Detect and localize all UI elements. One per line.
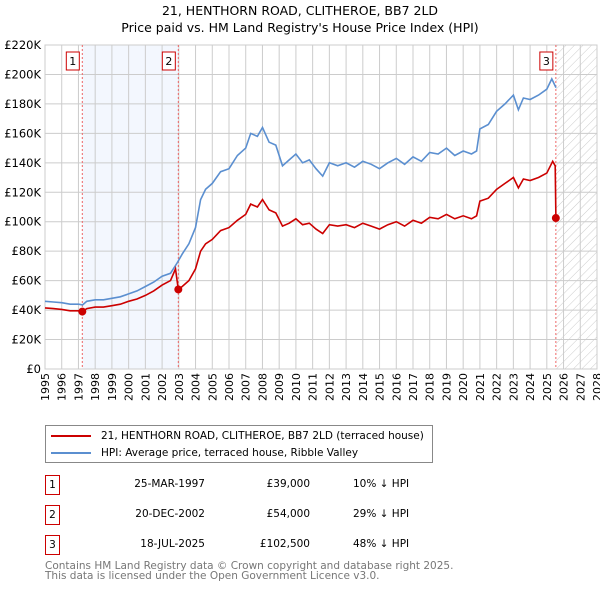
- legend: 21, HENTHORN ROAD, CLITHEROE, BB7 2LD (t…: [45, 425, 433, 463]
- x-tick-label: 2012: [323, 373, 336, 401]
- footer: Contains HM Land Registry data © Crown c…: [45, 560, 454, 582]
- y-tick-label: £200K: [4, 67, 41, 81]
- legend-swatch-red: [51, 435, 91, 437]
- x-tick-label: 2005: [206, 373, 219, 401]
- sale-marker: [551, 214, 560, 223]
- x-tick-label: 1998: [89, 373, 102, 401]
- sale-price: £54,000: [266, 508, 310, 520]
- x-tick-label: 2013: [340, 373, 353, 401]
- sale-marker: [174, 285, 183, 294]
- sale-date: 25-MAR-1997: [134, 478, 205, 490]
- sale-label-box: [161, 51, 176, 71]
- future-hatch: [555, 45, 597, 369]
- sale-hpi: 29% ↓ HPI: [353, 508, 410, 520]
- table-row: 1 25-MAR-1997 £39,000 10% ↓ HPI: [45, 475, 465, 495]
- sale-label: 3: [543, 55, 550, 68]
- x-tick-label: 2011: [307, 373, 320, 401]
- x-tick-label: 2014: [357, 373, 370, 401]
- x-tick-label: 2003: [173, 373, 186, 401]
- sale-price: £39,000: [266, 478, 310, 490]
- y-tick-label: £80K: [12, 244, 42, 258]
- x-tick-label: 2015: [374, 373, 387, 401]
- x-tick-label: 1996: [56, 373, 69, 401]
- x-tick-label: 1995: [39, 373, 52, 401]
- footer-line: Contains HM Land Registry data © Crown c…: [45, 560, 454, 572]
- sale-marker: [78, 307, 87, 316]
- x-tick-label: 2026: [558, 373, 571, 401]
- x-tick-label: 2021: [474, 373, 487, 401]
- x-tick-label: 2008: [256, 373, 269, 401]
- y-tick-label: £100K: [4, 215, 41, 229]
- sale-number: 2: [45, 505, 60, 525]
- y-tick-label: £160K: [4, 126, 41, 140]
- footer-line: This data is licensed under the Open Gov…: [45, 570, 380, 582]
- sale-date: 20-DEC-2002: [135, 508, 205, 520]
- x-tick-label: 2017: [407, 373, 420, 401]
- y-tick-label: £140K: [4, 156, 41, 170]
- x-tick-label: 2001: [139, 373, 152, 401]
- y-tick-label: £120K: [4, 185, 41, 199]
- x-tick-label: 2019: [440, 373, 453, 401]
- sale-number: 3: [45, 535, 60, 555]
- shaded-period: [82, 45, 179, 369]
- x-tick-label: 2025: [541, 373, 554, 401]
- x-tick-label: 2006: [223, 373, 236, 401]
- y-tick-label: £60K: [12, 274, 42, 288]
- x-tick-label: 2004: [190, 373, 203, 401]
- x-tick-label: 2023: [507, 373, 520, 401]
- x-tick-label: 2009: [273, 373, 286, 401]
- x-tick-label: 1997: [72, 373, 85, 401]
- sale-hpi: 10% ↓ HPI: [353, 478, 410, 490]
- x-tick-label: 1999: [106, 373, 119, 401]
- table-row: 3 18-JUL-2025 £102,500 48% ↓ HPI: [45, 535, 465, 555]
- y-tick-label: £180K: [4, 97, 41, 111]
- hpi-line: [44, 77, 557, 306]
- sale-price: £102,500: [259, 538, 310, 550]
- y-tick-label: £220K: [4, 38, 41, 52]
- x-tick-label: 2007: [240, 373, 253, 401]
- y-tick-label: £0: [26, 362, 41, 376]
- x-tick-label: 2022: [491, 373, 504, 401]
- sale-date: 18-JUL-2025: [140, 538, 205, 550]
- sale-label: 1: [69, 55, 76, 68]
- chart-title: 21, HENTHORN ROAD, CLITHEROE, BB7 2LD: [161, 3, 439, 18]
- table-row: 2 20-DEC-2002 £54,000 29% ↓ HPI: [45, 505, 465, 525]
- sale-number: 1: [45, 475, 60, 495]
- y-tick-label: £40K: [12, 303, 42, 317]
- x-tick-label: 2010: [290, 373, 303, 401]
- legend-item-property: 21, HENTHORN ROAD, CLITHEROE, BB7 2LD (t…: [46, 428, 424, 444]
- sale-label: 2: [165, 55, 172, 68]
- legend-item-hpi: HPI: Average price, terraced house, Ribb…: [46, 445, 358, 461]
- x-tick-label: 2002: [156, 373, 169, 401]
- chart-subtitle: Price paid vs. HM Land Registry's House …: [121, 20, 479, 35]
- property-price-line: [44, 159, 557, 313]
- x-tick-label: 2024: [524, 373, 537, 401]
- sale-hpi: 48% ↓ HPI: [353, 538, 410, 550]
- x-tick-label: 2027: [574, 373, 587, 401]
- sale-label-box: [65, 51, 80, 71]
- x-tick-label: 2020: [457, 373, 470, 401]
- x-tick-label: 2000: [123, 373, 136, 401]
- legend-label: HPI: Average price, terraced house, Ribb…: [101, 447, 359, 459]
- sale-label-box: [539, 51, 554, 71]
- y-tick-label: £20K: [12, 333, 42, 347]
- x-tick-label: 2018: [424, 373, 437, 401]
- legend-swatch-blue: [51, 452, 91, 454]
- price-chart: £0 £20K £40K £60K £80K £100K £120K £140K £160K £1…: [4, 38, 600, 401]
- x-tick-label: 2028: [591, 373, 600, 401]
- legend-label: 21, HENTHORN ROAD, CLITHEROE, BB7 2LD (t…: [101, 430, 424, 442]
- x-tick-label: 2016: [390, 373, 403, 401]
